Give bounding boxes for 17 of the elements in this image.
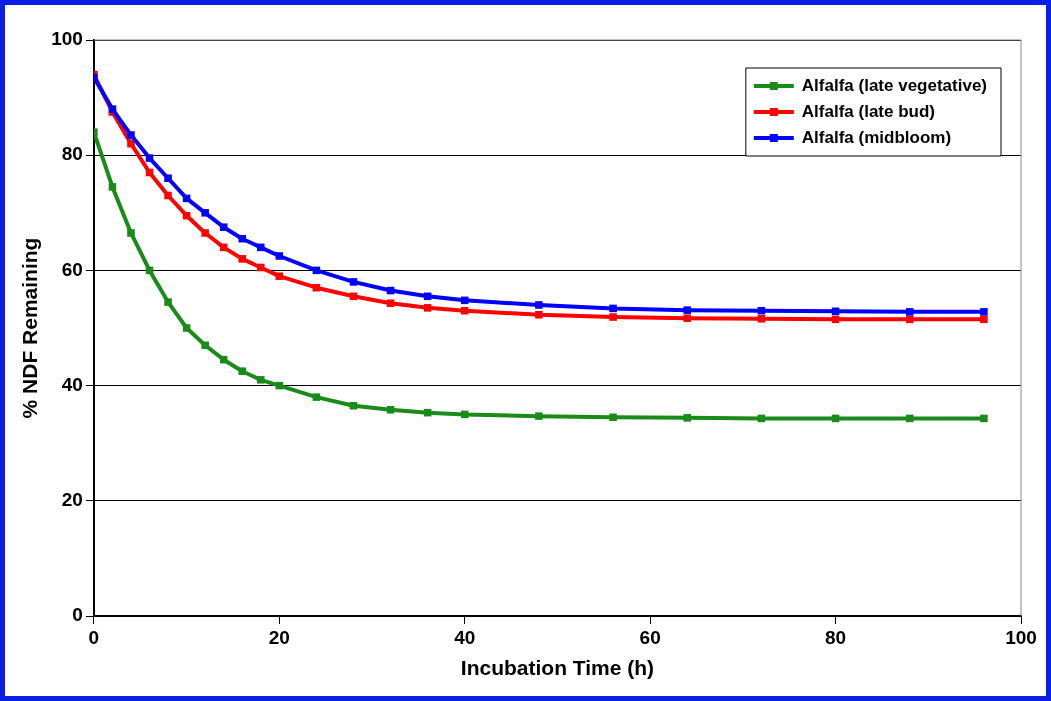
legend-label: Alfalfa (late bud) bbox=[801, 101, 935, 121]
y-tick-label: 100 bbox=[51, 28, 83, 50]
y-axis-title: % NDF Remaining bbox=[18, 237, 42, 419]
legend-label: Alfalfa (late vegetative) bbox=[801, 75, 988, 95]
x-axis-title: Incubation Time (h) bbox=[460, 656, 655, 680]
y-tick-label: 80 bbox=[61, 143, 83, 165]
x-tick-label: 60 bbox=[639, 626, 661, 648]
x-tick-label: 0 bbox=[88, 626, 100, 648]
y-tick-label: 20 bbox=[61, 489, 83, 511]
y-tick-label: 40 bbox=[61, 373, 83, 395]
x-tick-label: 40 bbox=[454, 626, 476, 648]
y-tick-label: 60 bbox=[61, 258, 83, 280]
x-tick-label: 20 bbox=[268, 626, 290, 648]
x-tick-label: 80 bbox=[825, 626, 847, 648]
legend-label: Alfalfa (midbloom) bbox=[801, 127, 952, 147]
x-tick-label: 100 bbox=[1005, 626, 1037, 648]
y-tick-label: 0 bbox=[72, 604, 83, 626]
